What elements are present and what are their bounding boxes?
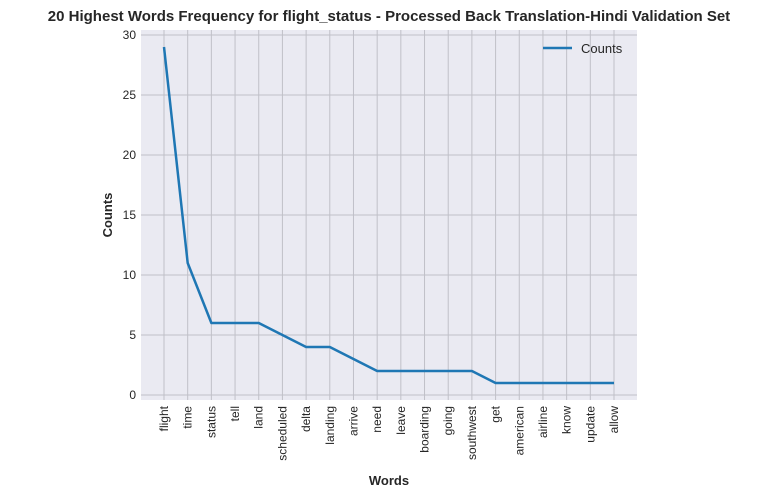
x-tick-label: status [204, 406, 218, 438]
y-tick-label: 0 [129, 388, 136, 402]
x-tick-label: boarding [418, 406, 432, 453]
y-tick-label: 5 [129, 328, 136, 342]
x-tick-label: landing [323, 406, 337, 445]
x-axis-label: Words [369, 473, 409, 488]
x-tick-label: leave [394, 406, 408, 435]
x-tick-label: scheduled [275, 406, 289, 461]
x-tick-label: flight [157, 405, 171, 431]
chart-title: 20 Highest Words Frequency for flight_st… [47, 8, 731, 25]
x-tick-label: time [181, 406, 195, 429]
x-tick-label: know [560, 406, 574, 434]
x-tick-label: airline [536, 406, 550, 438]
y-axis-label: Counts [100, 193, 115, 238]
x-tick-label: get [489, 405, 503, 422]
x-tick-label: southwest [465, 405, 479, 460]
x-tick-label: tell [228, 406, 242, 421]
y-tick-label: 25 [123, 88, 137, 102]
x-tick-label: land [252, 406, 266, 429]
y-axis-ticks: 0 5 10 15 20 25 30 [123, 28, 137, 402]
x-tick-label: update [583, 406, 597, 443]
x-axis-ticks: flight time status tell land scheduled delta la… [157, 405, 621, 460]
legend: Counts [543, 41, 623, 56]
x-tick-label: allow [607, 406, 621, 434]
y-tick-label: 20 [123, 148, 137, 162]
legend-label-counts: Counts [581, 41, 623, 56]
x-tick-label: arrive [346, 406, 360, 436]
y-tick-label: 10 [123, 268, 137, 282]
series-line-counts [162, 46, 614, 385]
y-tick-label: 30 [123, 28, 137, 42]
x-tick-label: going [441, 406, 455, 435]
y-tick-label: 15 [123, 208, 137, 222]
grid [141, 30, 637, 400]
x-tick-label: delta [299, 406, 313, 432]
x-tick-label: american [512, 406, 526, 455]
x-tick-label: need [370, 406, 384, 433]
